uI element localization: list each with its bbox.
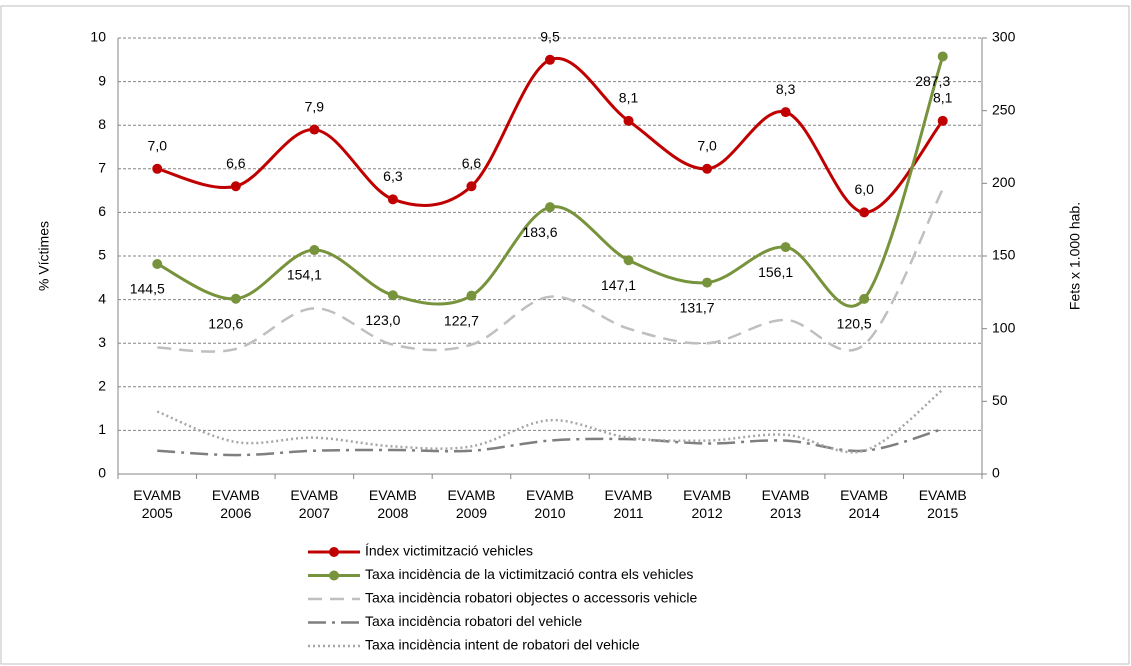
data-label: 6,6 [226, 155, 246, 171]
y2-tick-label: 150 [992, 247, 1016, 263]
data-label: 8,3 [776, 81, 796, 97]
point [545, 202, 555, 213]
legend-label: Índex victimització vehicles [365, 543, 533, 559]
point [859, 293, 870, 304]
data-label: 120,6 [208, 315, 243, 331]
y-tick-label: 9 [98, 72, 106, 88]
data-label: 7,0 [697, 138, 717, 154]
legend-label: Taxa incidència intent de robatori del v… [365, 637, 640, 653]
series-line [157, 427, 944, 457]
point [466, 181, 477, 192]
point [780, 107, 791, 118]
data-label: 8,1 [933, 90, 953, 106]
point [859, 207, 870, 218]
data-label: 156,1 [758, 264, 793, 280]
y-tick-label: 0 [98, 465, 106, 481]
x-tick-label: EVAMB 2010 [526, 487, 574, 521]
y-tick-label: 8 [98, 116, 106, 132]
point [937, 115, 948, 126]
point [230, 293, 241, 304]
legend-marker [329, 570, 339, 581]
y-axis-label: % Víctimes [36, 221, 52, 291]
point [387, 290, 398, 301]
y2-tick-label: 300 [992, 29, 1016, 45]
x-tick-label: EVAMB 2014 [840, 487, 889, 521]
y-tick-label: 5 [98, 247, 106, 263]
point [702, 277, 713, 288]
legend-label: Taxa incidència robatori objectes o acce… [365, 590, 697, 606]
data-label: 120,5 [837, 316, 872, 332]
y-tick-label: 1 [98, 421, 106, 437]
y-tick-label: 7 [98, 160, 106, 176]
point [466, 290, 477, 301]
frame [0, 5, 1130, 665]
x-tick-label: EVAMB 2012 [683, 487, 732, 521]
point [309, 124, 320, 135]
y-tick-label: 10 [90, 29, 106, 45]
y-tick-label: 6 [98, 203, 106, 219]
data-label: 8,1 [619, 90, 639, 106]
legend-label: Taxa incidència robatori del vehicle [365, 613, 582, 629]
y-tick-label: 2 [98, 378, 106, 394]
data-label: 183,6 [522, 224, 557, 240]
y2-tick-label: 250 [992, 101, 1016, 117]
y2-tick-label: 100 [992, 319, 1016, 335]
data-label: 144,5 [130, 281, 165, 297]
point [152, 163, 163, 174]
data-label: 7,0 [148, 138, 168, 154]
point [780, 242, 791, 253]
series-line [156, 55, 945, 308]
series-line [157, 188, 944, 353]
y2-axis-label: Fets x 1.000 hab. [1067, 202, 1083, 310]
y2-tick-label: 0 [992, 465, 1000, 481]
point [387, 194, 398, 205]
point [152, 258, 163, 269]
data-label: 154,1 [287, 267, 322, 283]
point [309, 245, 320, 256]
series-line [156, 388, 944, 454]
legend-label: Taxa incidència de la victimització cont… [365, 566, 693, 582]
data-label: 147,1 [601, 277, 636, 293]
point [623, 255, 634, 266]
y-tick-label: 4 [98, 290, 106, 306]
data-label: 9,5 [540, 29, 560, 45]
y-tick-label: 3 [98, 334, 106, 350]
x-tick-label: EVAMB 2005 [133, 487, 182, 521]
data-label: 287,3 [915, 73, 950, 89]
data-label: 131,7 [680, 299, 715, 315]
data-label: 6,3 [383, 168, 403, 184]
point [545, 54, 555, 65]
x-tick-label: EVAMB 2009 [447, 487, 496, 521]
x-tick-label: EVAMB 2007 [290, 487, 339, 521]
point [702, 163, 713, 174]
data-label: 123,0 [365, 312, 400, 328]
data-label: 6,0 [854, 181, 874, 197]
point [623, 115, 634, 126]
point [937, 51, 948, 62]
x-tick-label: EVAMB 2015 [918, 487, 967, 521]
y2-tick-label: 50 [992, 392, 1008, 408]
x-tick-label: EVAMB 2006 [211, 487, 260, 521]
data-label: 122,7 [444, 312, 479, 328]
y2-tick-label: 200 [992, 174, 1016, 190]
legend-marker [329, 547, 339, 557]
x-tick-label: EVAMB 2013 [761, 487, 810, 521]
point [230, 181, 241, 192]
data-label: 7,9 [305, 98, 325, 114]
x-tick-label: EVAMB 2008 [368, 487, 417, 521]
x-tick-label: EVAMB 2011 [604, 487, 653, 521]
data-label: 6,6 [462, 155, 482, 171]
